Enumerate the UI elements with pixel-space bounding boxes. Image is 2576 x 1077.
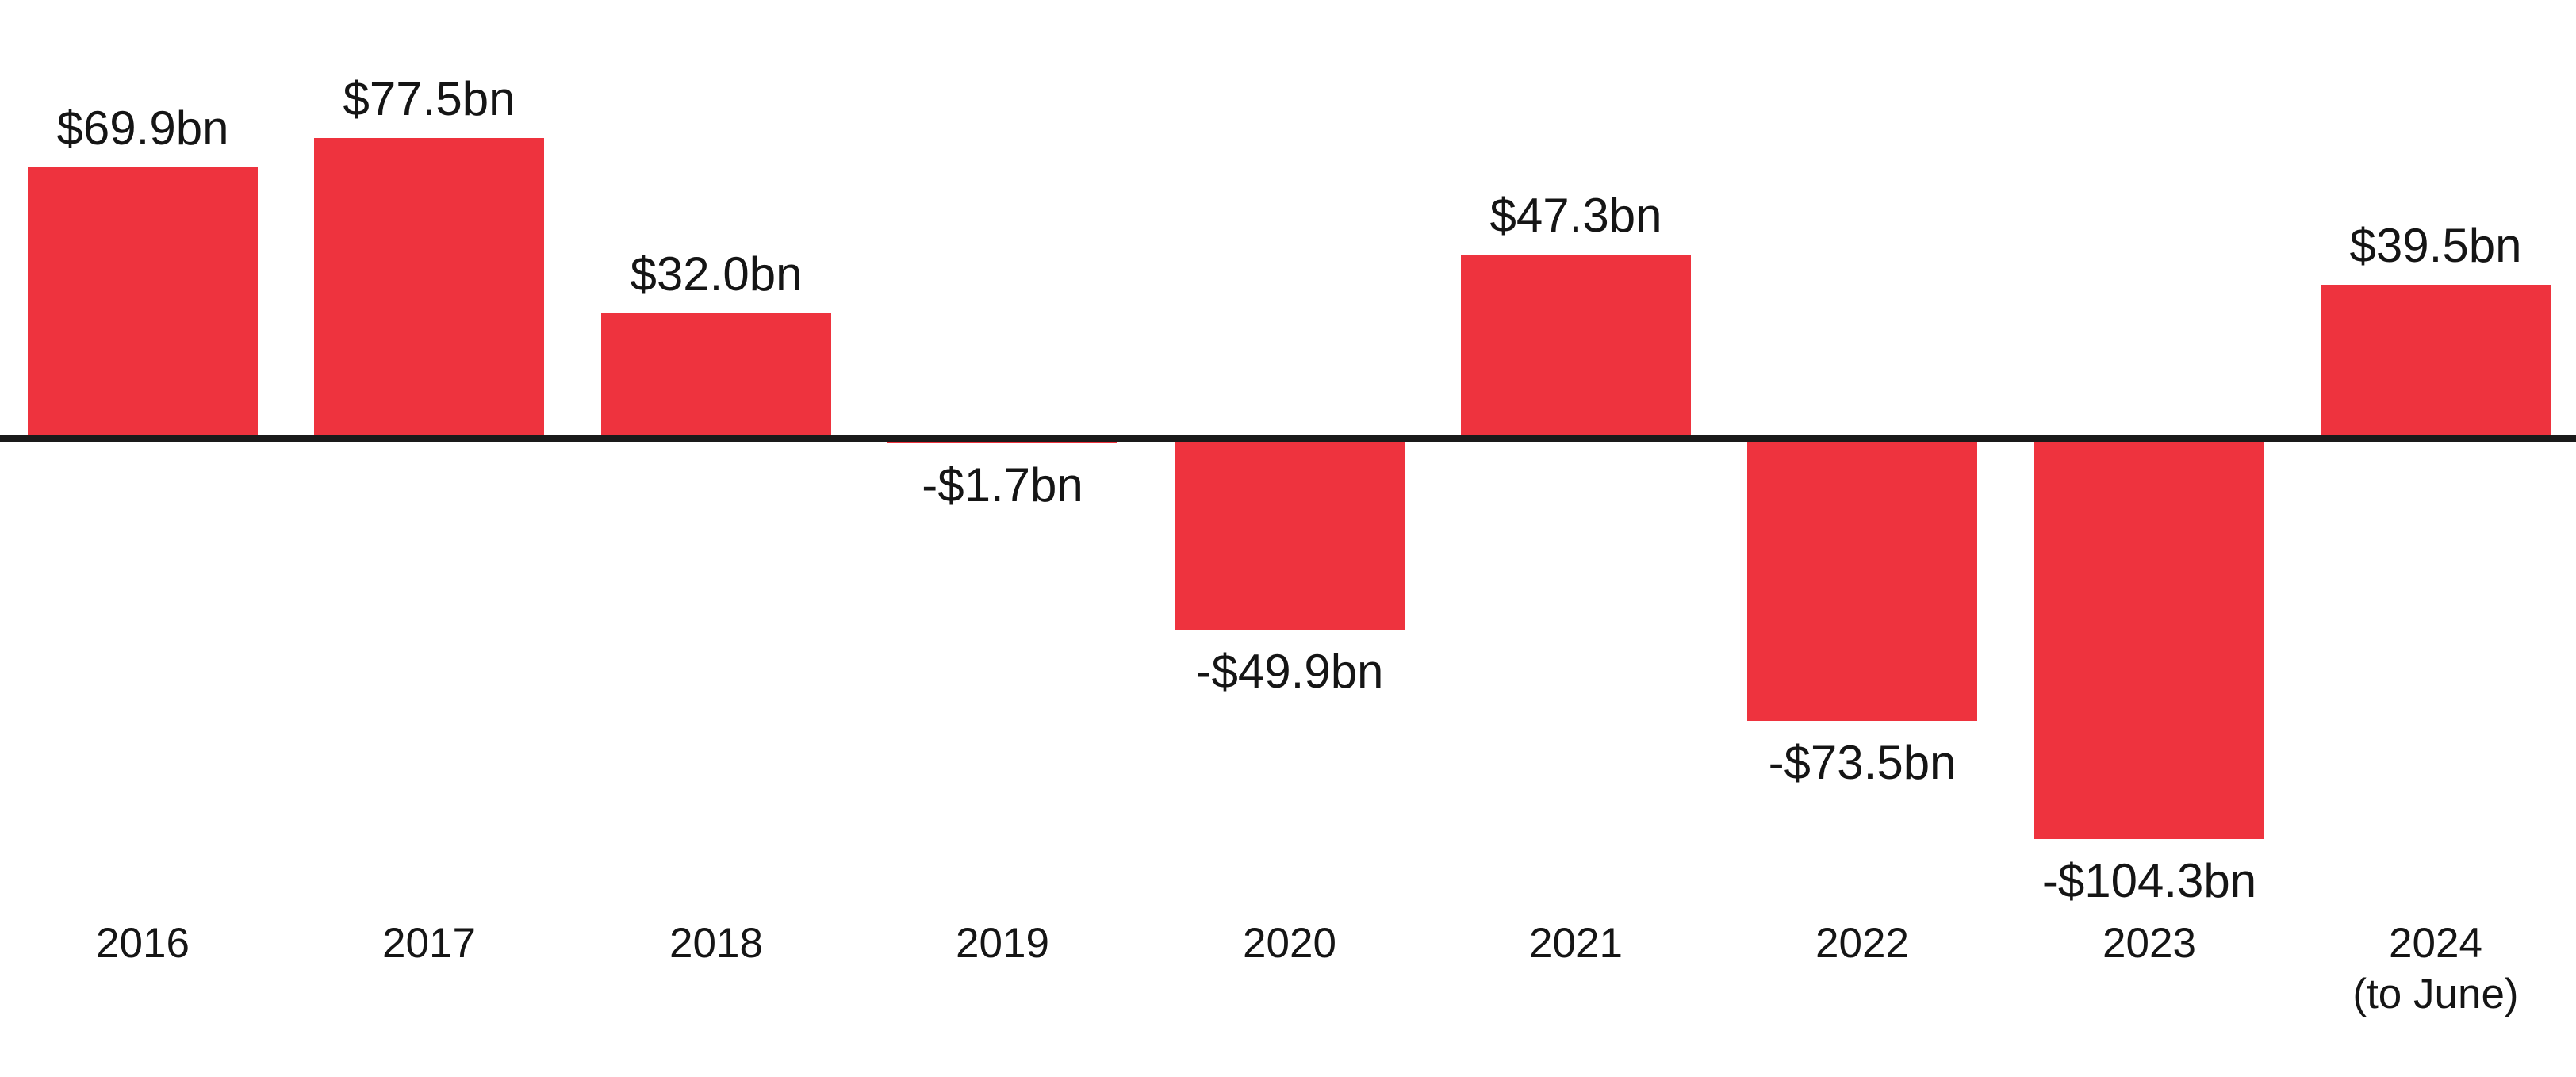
bar-2023: [2034, 437, 2264, 839]
bar-2022: [1747, 437, 1977, 721]
x-tick-label-2024: 2024 (to June): [2292, 918, 2576, 1020]
value-label-2023: -$104.3bn: [2041, 854, 2257, 907]
x-tick-label-2019: 2019: [859, 918, 1146, 969]
bar-2018: [601, 313, 831, 437]
bar-2020: [1175, 437, 1405, 630]
x-tick-label-2022: 2022: [1719, 918, 2006, 969]
value-label-2022: -$73.5bn: [1768, 736, 1957, 789]
value-label-2018: $32.0bn: [630, 247, 803, 301]
value-label-2021: $47.3bn: [1489, 189, 1662, 242]
year-text: 2016: [96, 920, 190, 967]
year-subtext: (to June): [2352, 971, 2519, 1018]
bar-2016: [28, 167, 258, 437]
value-label-2020: -$49.9bn: [1195, 645, 1384, 698]
year-text: 2021: [1529, 920, 1623, 967]
x-axis-zero-line: [0, 435, 2576, 442]
year-text: 2023: [2103, 920, 2196, 967]
year-text: 2018: [669, 920, 763, 967]
year-text: 2024: [2389, 920, 2482, 967]
value-label-2024: $39.5bn: [2349, 219, 2522, 272]
bar-2017: [314, 138, 544, 437]
value-label-2017: $77.5bn: [343, 72, 516, 125]
x-tick-label-2017: 2017: [286, 918, 573, 969]
year-text: 2022: [1815, 920, 1909, 967]
year-text: 2020: [1243, 920, 1336, 967]
year-text: 2017: [382, 920, 476, 967]
x-tick-label-2018: 2018: [573, 918, 860, 969]
value-label-2016: $69.9bn: [56, 102, 229, 155]
x-tick-label-2021: 2021: [1432, 918, 1719, 969]
bar-2021: [1461, 255, 1691, 437]
year-text: 2019: [956, 920, 1049, 967]
x-tick-label-2016: 2016: [0, 918, 286, 969]
bar-2024: [2321, 285, 2551, 437]
x-tick-label-2020: 2020: [1146, 918, 1433, 969]
value-label-2019: -$1.7bn: [922, 458, 1083, 512]
x-tick-label-2023: 2023: [2006, 918, 2293, 969]
